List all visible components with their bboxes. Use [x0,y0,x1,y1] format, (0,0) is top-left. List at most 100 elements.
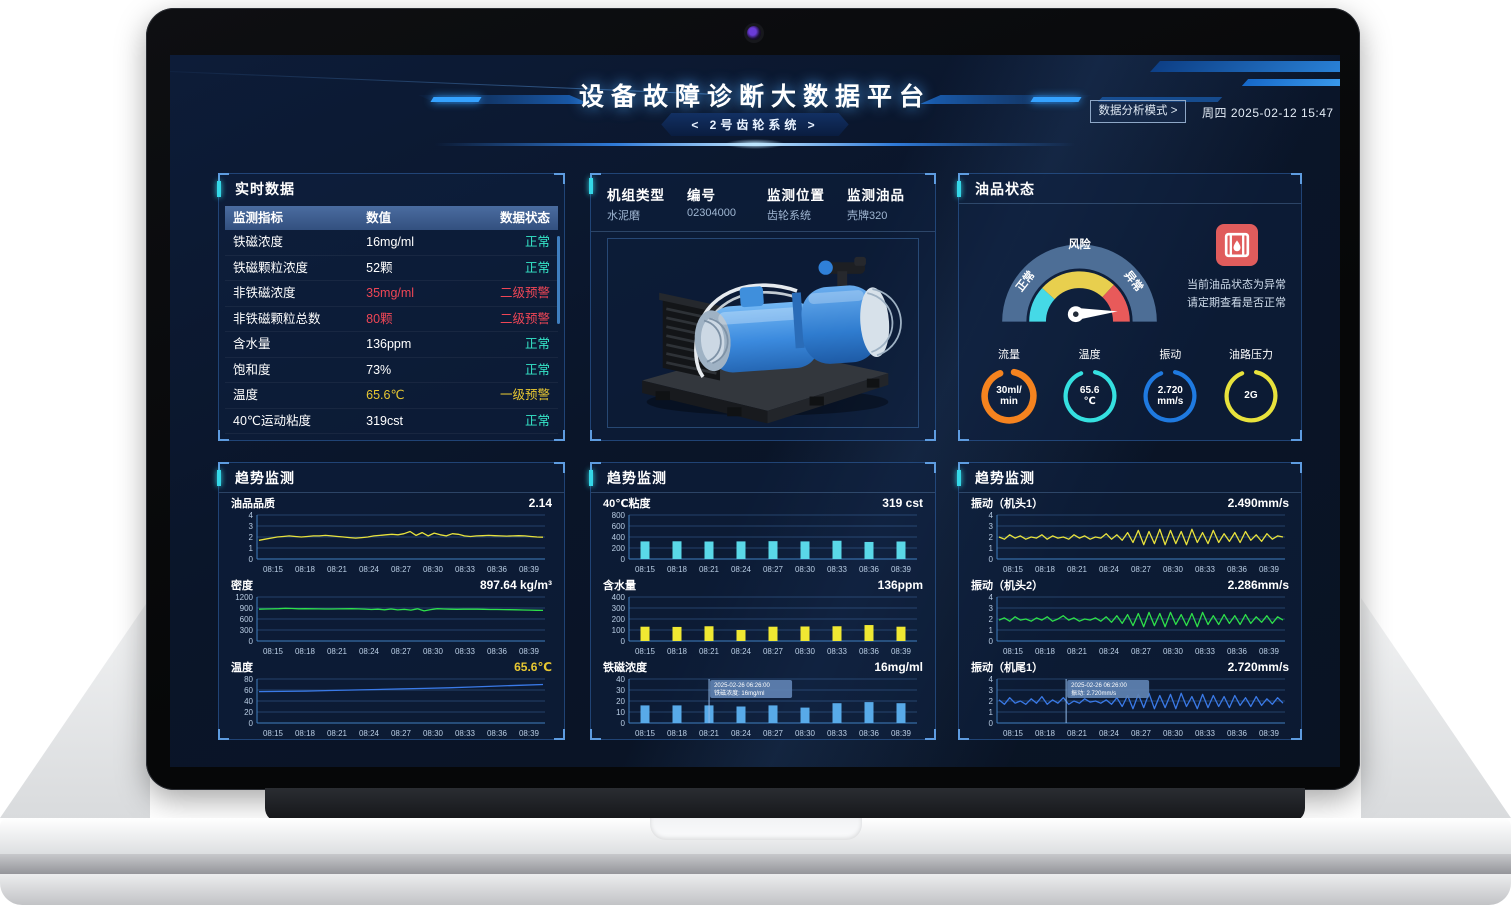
svg-text:08:33: 08:33 [1195,729,1216,738]
gauge-needle [1072,307,1118,321]
svg-text:400: 400 [612,533,626,542]
svg-text:08:30: 08:30 [423,647,444,656]
chart-water-content: 含水量 136ppm 0 100 200 300 400 08:15 08:18 08:21 0… [601,577,925,657]
unit-field-value: 壳牌320 [847,210,888,222]
svg-text:08:18: 08:18 [295,647,316,656]
chart-current-value: 319 cst [882,496,923,510]
chart-title: 铁磁浓度 [603,662,647,674]
svg-text:08:30: 08:30 [423,729,444,738]
chart-current-value: 65.6℃ [514,660,552,674]
svg-text:铁磁浓度: 16mg/ml: 铁磁浓度: 16mg/ml [714,689,764,697]
ring-value: 2.720 mm/s [1157,384,1184,408]
oil-status-gauge: 风险 正常 异常 [1002,237,1157,323]
svg-text:08:18: 08:18 [667,729,688,738]
laptop-lid-notch [650,818,862,840]
table-row: 铁磁颗粒浓度 52颗 正常 [225,256,558,281]
svg-text:2025-02-26 06:26:00: 2025-02-26 06:26:00 [714,683,770,689]
chart-plot[interactable]: 0 1 2 3 4 08:15 08:18 08:21 08:24 08:27 08:30 08:33… [969,675,1290,739]
chart-plot[interactable]: 0 100 200 300 400 08:15 08:18 08:21 08:24 08:27 08… [601,593,922,657]
col-value: 数值 [366,211,392,225]
chart-plot[interactable]: 0 1 2 3 4 08:15 08:18 08:21 08:24 08:27 08:30 08:33… [969,511,1290,575]
svg-text:08:30: 08:30 [795,729,816,738]
svg-text:08:18: 08:18 [1035,729,1056,738]
svg-text:08:24: 08:24 [731,565,752,574]
svg-text:08:27: 08:27 [391,647,412,656]
chart-temperature: 温度 65.6℃ 0 20 40 60 80 08:15 08:18 08:21 08:24 08… [229,659,554,739]
chart-plot[interactable]: 0 10 20 30 40 08:15 08:18 08:21 08:24 08:27 08:30 0… [601,675,922,739]
chart-current-value: 2.14 [528,496,552,510]
ring-label: 流量 [998,349,1020,361]
table-row: 非铁磁颗粒总数 80颗 二级预警 [225,307,558,332]
gauge-label-risk: 风险 [1068,237,1091,251]
svg-text:08:15: 08:15 [1003,729,1024,738]
svg-text:1200: 1200 [235,593,253,602]
svg-text:1: 1 [989,626,994,635]
svg-text:4: 4 [989,511,994,520]
laptop-base-bottom [0,874,1511,905]
chart-plot[interactable]: 0 20 40 60 80 08:15 08:18 08:21 08:24 08:27 08:30 0… [229,675,550,739]
metric-value: 73% [366,362,392,377]
chart-plot[interactable]: 0 1 2 3 4 08:15 08:18 08:21 08:24 08:27 08:30 08:33… [229,511,550,575]
svg-text:3: 3 [989,604,994,613]
chart-title: 油品品质 [231,498,275,510]
metric-name: 铁磁颗粒浓度 [233,260,309,275]
svg-text:08:21: 08:21 [327,565,348,574]
chart-plot[interactable]: 0 300 600 900 1200 08:15 08:18 08:21 08:24 08:27 0… [229,593,550,657]
trend-right-title: 趋势监测 [957,463,1301,493]
table-scrollbar[interactable] [557,236,560,324]
svg-text:08:36: 08:36 [487,647,508,656]
svg-text:08:21: 08:21 [327,647,348,656]
svg-text:08:39: 08:39 [519,565,540,574]
chart-oil-quality: 油品品质 2.14 0 1 2 3 4 08:15 08:18 08:21 08:24 08:27… [229,495,554,575]
datetime-label: 周四 2025-02-12 15:47 [1202,106,1334,120]
svg-text:08:27: 08:27 [763,565,784,574]
svg-text:08:30: 08:30 [1163,565,1184,574]
svg-text:08:30: 08:30 [795,565,816,574]
subsystem-title: < 2号齿轮系统 > [661,113,848,136]
chart-plot[interactable]: 0 200 400 600 800 08:15 08:18 08:21 08:24 08:27 08… [601,511,922,575]
trend-panel-left: 趋势监测 油品品质 2.14 0 1 2 3 4 08:15 08:18 08:21 08:24… [217,462,565,740]
data-analysis-mode-button[interactable]: 数据分析模式 > [1090,100,1186,123]
realtime-data-panel: 实时数据 监测指标 数值 数据状态 铁磁浓度 16mg/ml 正常 铁磁颗粒浓度 [217,173,565,441]
ring-gauge-icon [981,368,1037,424]
oil-status-title: 油品状态 [957,174,1301,204]
table-row: 铁磁浓度 16mg/ml 正常 [225,230,558,256]
svg-text:2025-02-26 06:26:00: 2025-02-26 06:26:00 [1071,683,1127,689]
chart-current-value: 16mg/ml [874,660,923,674]
chart-viscosity-40c: 40℃粘度 319 cst 0 200 400 600 800 08:15 08:18 08:… [601,495,925,575]
svg-text:08:24: 08:24 [1099,565,1120,574]
svg-text:300: 300 [612,604,626,613]
svg-text:08:39: 08:39 [891,647,912,656]
svg-text:08:18: 08:18 [1035,647,1056,656]
svg-text:08:18: 08:18 [667,565,688,574]
chart-plot[interactable]: 0 1 2 3 4 08:15 08:18 08:21 08:24 08:27 08:30 08:33… [969,593,1290,657]
chart-current-value: 897.64 kg/m³ [479,578,552,592]
svg-text:0: 0 [989,719,994,728]
oil-alert-block: 当前油品状态为异常 请定期查看是否正常 [1182,210,1291,342]
panel-title-text: 实时数据 [235,181,295,197]
dashboard-screen: 设备故障诊断大数据平台 < 2号齿轮系统 > 数据分析模式 > 周四 2025-… [170,55,1340,767]
svg-text:20: 20 [244,708,253,717]
svg-text:80: 80 [244,675,253,684]
svg-text:0: 0 [249,637,254,646]
status-badge: 二级预警 [499,311,550,326]
svg-text:08:30: 08:30 [1163,729,1184,738]
table-row: 温度 65.6℃ 一级预警 [225,383,558,409]
unit-info-header: 机组类型 水泥磨 编号 02304000 监测位置 齿轮系统 监测油品 [589,174,935,232]
ring-gauge-icon [1224,369,1278,423]
metric-name: 含水量 [233,337,271,351]
svg-text:08:33: 08:33 [455,565,476,574]
svg-text:08:24: 08:24 [359,647,380,656]
svg-text:08:24: 08:24 [359,729,380,738]
webcam [747,26,761,40]
svg-text:10: 10 [616,708,625,717]
status-badge: 正常 [524,235,550,249]
svg-text:08:36: 08:36 [1227,729,1248,738]
unit-field-label: 机组类型 [607,188,665,203]
unit-field-value: 水泥磨 [607,210,640,222]
oil-metric-rings: 流量 30ml/min 温度 [959,342,1301,426]
svg-text:08:33: 08:33 [827,565,848,574]
chart-current-value: 2.490mm/s [1227,496,1289,510]
svg-text:08:15: 08:15 [635,647,656,656]
svg-text:200: 200 [612,615,626,624]
